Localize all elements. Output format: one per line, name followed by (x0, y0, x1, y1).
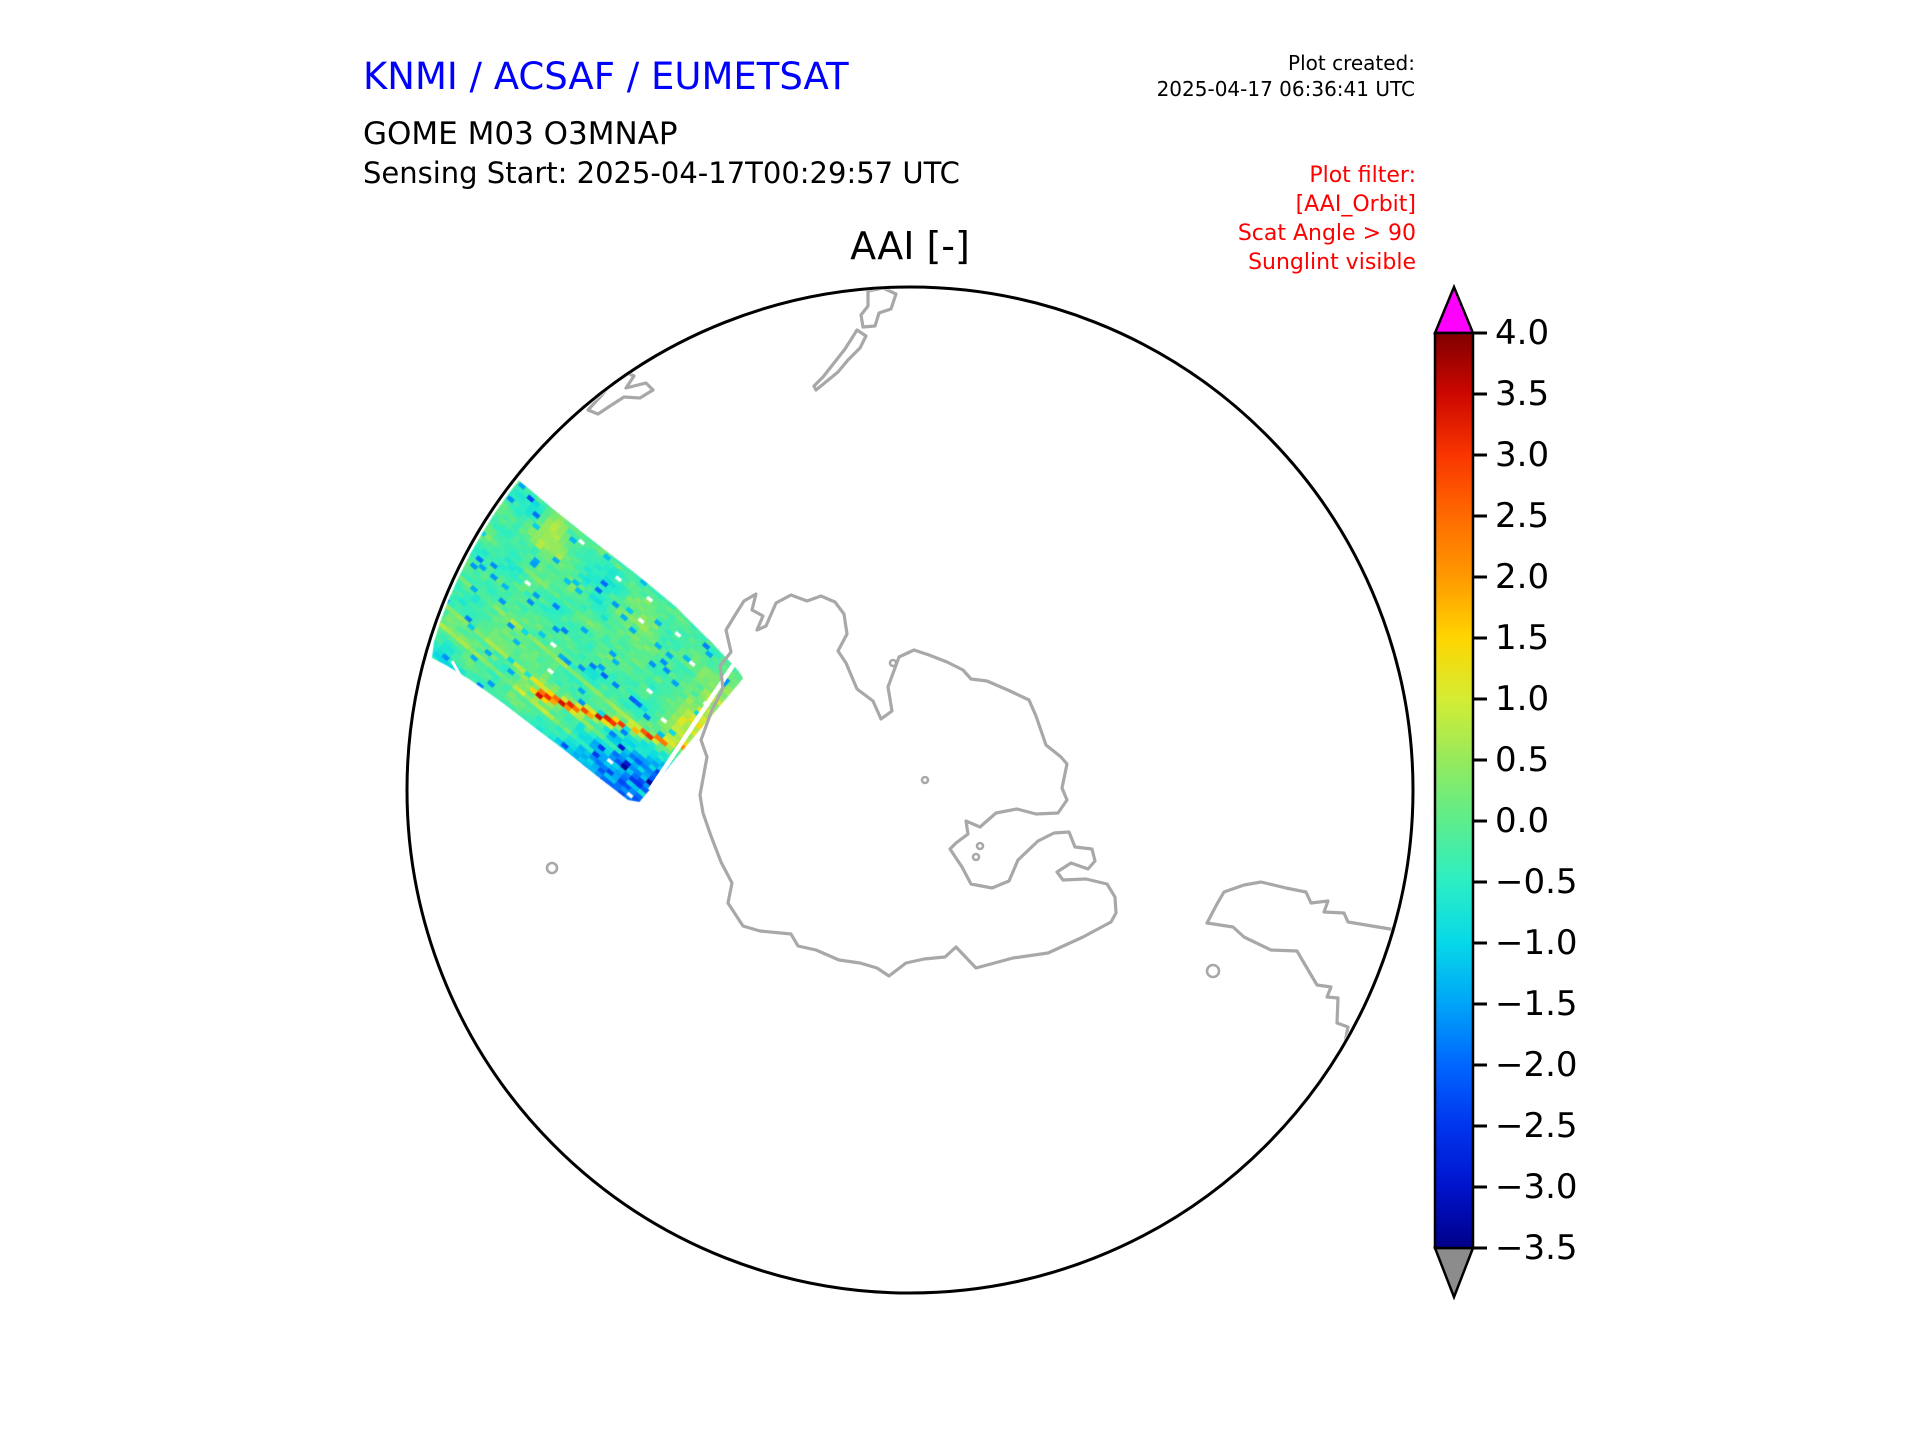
coastline-path (859, 289, 898, 329)
filter-line: Scat Angle > 90 (1237, 221, 1416, 246)
colorbar-tick-label: −3.5 (1495, 1228, 1578, 1268)
colorbar-tick-label: 0.5 (1495, 740, 1549, 780)
map-boundary-circle (405, 285, 1415, 1295)
plot-title: AAI [-] (850, 224, 970, 268)
coastline-path (698, 592, 1118, 978)
plot-created-block: Plot created: 2025-04-17 06:36:41 UTC (1157, 50, 1415, 102)
island-outline (975, 841, 985, 851)
colorbar-tick-label: 0.0 (1495, 801, 1549, 841)
colorbar-over-arrow (1433, 283, 1475, 335)
colorbar-tick-label: −3.0 (1495, 1167, 1578, 1207)
coastline-path (812, 328, 868, 392)
colorbar-tick-label: 4.0 (1495, 313, 1549, 353)
coastlines (545, 289, 1411, 1074)
organisation-title: KNMI / ACSAF / EUMETSAT (363, 55, 849, 98)
sensing-start-text: Sensing Start: 2025-04-17T00:29:57 UTC (363, 156, 960, 190)
product-title: GOME M03 O3MNAP (363, 116, 678, 152)
colorbar-tick-label: 2.5 (1495, 496, 1549, 536)
colorbar-tick-label: 1.5 (1495, 618, 1549, 658)
colorbar-tick-label: 3.0 (1495, 435, 1549, 475)
colorbar-tick-label: 3.5 (1495, 374, 1549, 414)
coastline-path (1205, 880, 1411, 1074)
colorbar-under-arrow (1433, 1246, 1475, 1301)
colorbar-tick-label: −0.5 (1495, 862, 1578, 902)
filter-line: Sunglint visible (1248, 250, 1416, 275)
swath-gap-line (450, 660, 464, 680)
colorbar-tick-label: −1.0 (1495, 923, 1578, 963)
colorbar-tick-label: 2.0 (1495, 557, 1549, 597)
swath-gap-lines (450, 660, 736, 792)
plot-created-time: 2025-04-17 06:36:41 UTC (1156, 77, 1415, 101)
colorbar-tick-label: −2.5 (1495, 1106, 1578, 1146)
colorbar-tick-label: −2.0 (1495, 1045, 1578, 1085)
island-outline (1205, 963, 1221, 979)
island-outline (971, 852, 981, 862)
colorbar-ticks: 4.0 3.5 3.0 2.5 2.0 1.5 1.0 0.5 0.0 −0.5 −1.0 −1.5 −… (1473, 313, 1578, 1268)
island-outline (888, 658, 898, 668)
plot-created-label: Plot created: (1288, 51, 1415, 75)
colorbar-gradient-bar (1433, 331, 1475, 1250)
island-outline (920, 775, 930, 785)
island-outline (545, 861, 559, 875)
filter-line: Plot filter: (1309, 163, 1416, 188)
colorbar-tick-label: −1.5 (1495, 984, 1578, 1024)
plot-filter-note: Plot filter: [AAI_Orbit] Scat Angle > 90… (1238, 161, 1416, 277)
filter-line: [AAI_Orbit] (1295, 192, 1416, 217)
swath-gap-line (648, 662, 736, 792)
colorbar-tick-label: 1.0 (1495, 679, 1549, 719)
